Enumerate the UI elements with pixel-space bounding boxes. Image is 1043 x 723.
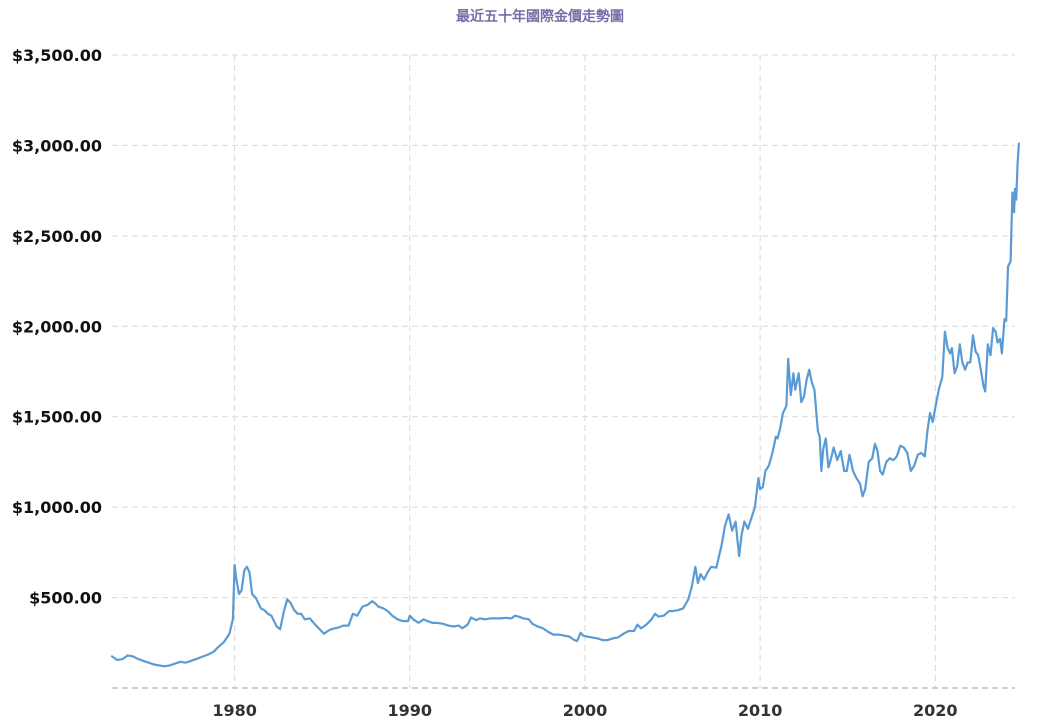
x-axis-ticks: 1980 1990 2000 2010 2020	[212, 701, 957, 720]
y-tick-label: $1,000.00	[12, 498, 102, 517]
x-tick-label: 2010	[738, 701, 783, 720]
gold-price-line	[110, 142, 1020, 668]
y-tick-label: $3,500.00	[12, 46, 102, 65]
series-layer	[110, 142, 1020, 668]
x-tick-label: 2000	[563, 701, 608, 720]
y-tick-label: $2,500.00	[12, 227, 102, 246]
grid-lines	[112, 54, 1015, 689]
y-tick-label: $3,000.00	[12, 136, 102, 155]
y-tick-label: $500.00	[29, 589, 102, 608]
x-tick-label: 2020	[913, 701, 958, 720]
x-tick-label: 1990	[388, 701, 433, 720]
y-axis-ticks: $500.00 $1,000.00 $1,500.00 $2,000.00 $2,500…	[12, 46, 102, 608]
x-tick-label: 1980	[212, 701, 257, 720]
y-tick-label: $2,000.00	[12, 317, 102, 336]
y-tick-label: $1,500.00	[12, 408, 102, 427]
chart-title: 最近五十年國際金價走勢圖	[456, 8, 624, 25]
